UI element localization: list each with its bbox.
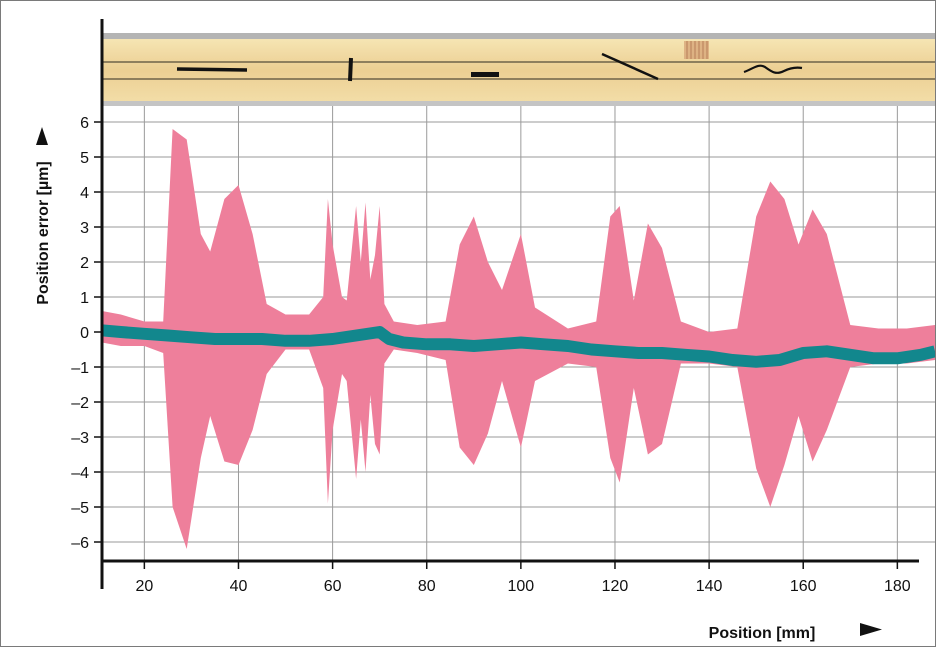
y-axis-title: Position error [µm]	[35, 161, 52, 304]
defect-vertical-scratch	[348, 57, 353, 82]
scale-strip-top-edge	[102, 33, 935, 39]
defect-horizontal-scratch	[176, 67, 248, 72]
x-tick-labels: 20 40 60 80 100 120 140 160 180	[135, 561, 911, 595]
y-tick-label: 1	[80, 290, 89, 307]
y-tick-label: 4	[80, 185, 89, 202]
x-tick-label: 40	[230, 578, 248, 595]
defect-diagonal-scratch	[601, 52, 659, 81]
defect-contamination-patch	[684, 41, 709, 59]
y-tick-label: 6	[80, 115, 89, 132]
y-tick-label: –1	[71, 360, 89, 377]
y-tick-label: 3	[80, 220, 89, 237]
x-tick-label: 160	[790, 578, 817, 595]
x-axis-arrow-icon	[860, 623, 882, 636]
y-tick-label: –6	[71, 535, 89, 552]
y-tick-label: 5	[80, 150, 89, 167]
x-axis-title: Position [mm]	[709, 625, 816, 642]
x-tick-label: 80	[418, 578, 436, 595]
mean-error-line	[102, 324, 935, 368]
y-tick-labels: 6 5 4 3 2 1 0 –1 –2 –3 –4 –5 –6	[71, 115, 102, 552]
y-tick-label: 2	[80, 255, 89, 272]
defect-wavy-scratch	[743, 64, 803, 74]
x-tick-label: 120	[602, 578, 629, 595]
y-tick-label: –4	[71, 465, 89, 482]
x-tick-label: 180	[884, 578, 911, 595]
scale-strip-bottom-edge	[102, 101, 935, 106]
x-tick-label: 100	[508, 578, 535, 595]
x-tick-label: 20	[135, 578, 153, 595]
y-tick-label: 0	[80, 325, 89, 342]
scale-strip	[102, 33, 935, 106]
y-tick-label: –5	[71, 500, 89, 517]
x-tick-label: 140	[696, 578, 723, 595]
y-axis-arrow-icon	[36, 127, 48, 145]
x-tick-label: 60	[324, 578, 342, 595]
defect-thick-mark	[471, 72, 499, 77]
y-tick-label: –2	[71, 395, 89, 412]
y-tick-label: –3	[71, 430, 89, 447]
